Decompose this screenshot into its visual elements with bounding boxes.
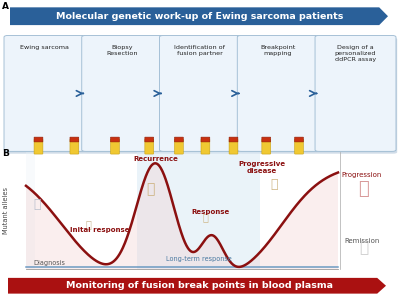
FancyBboxPatch shape	[229, 137, 238, 142]
Text: 🦋: 🦋	[202, 212, 208, 222]
Text: 🦋: 🦋	[147, 182, 155, 196]
FancyBboxPatch shape	[201, 137, 210, 142]
FancyBboxPatch shape	[262, 137, 271, 142]
FancyBboxPatch shape	[315, 36, 396, 151]
FancyBboxPatch shape	[174, 137, 183, 142]
Text: Breakpoint
mapping: Breakpoint mapping	[260, 45, 295, 56]
Text: Inital response: Inital response	[70, 228, 129, 233]
FancyBboxPatch shape	[83, 38, 164, 154]
Text: Recurrence: Recurrence	[133, 156, 178, 162]
Text: Progression: Progression	[342, 172, 382, 178]
Text: 🚶: 🚶	[359, 180, 369, 198]
Text: Response: Response	[191, 208, 229, 214]
Text: Monitoring of fusion break points in blood plasma: Monitoring of fusion break points in blo…	[66, 281, 334, 290]
Text: Biopsy
Resection: Biopsy Resection	[106, 45, 138, 56]
FancyBboxPatch shape	[34, 139, 43, 154]
FancyBboxPatch shape	[316, 38, 397, 154]
Text: 🚶: 🚶	[360, 241, 368, 255]
Text: Molecular genetic work-up of Ewing sarcoma patients: Molecular genetic work-up of Ewing sarco…	[56, 12, 344, 21]
FancyBboxPatch shape	[5, 38, 86, 154]
FancyBboxPatch shape	[82, 36, 163, 151]
Text: Remission: Remission	[344, 238, 380, 244]
Text: 🦋: 🦋	[270, 178, 278, 191]
FancyBboxPatch shape	[70, 137, 79, 142]
Bar	[137, 151, 260, 269]
FancyBboxPatch shape	[294, 139, 304, 154]
FancyBboxPatch shape	[238, 38, 320, 154]
Text: Long-term response: Long-term response	[166, 256, 232, 262]
Text: B: B	[2, 148, 9, 157]
FancyBboxPatch shape	[110, 139, 119, 154]
FancyBboxPatch shape	[34, 137, 43, 142]
Text: Ewing sarcoma: Ewing sarcoma	[20, 45, 69, 50]
FancyBboxPatch shape	[145, 137, 154, 142]
FancyArrow shape	[10, 7, 388, 25]
FancyBboxPatch shape	[4, 36, 85, 151]
Text: Progressive
disease: Progressive disease	[238, 162, 285, 175]
Text: Design of a
personalized
ddPCR assay: Design of a personalized ddPCR assay	[335, 45, 376, 62]
FancyBboxPatch shape	[174, 139, 183, 154]
FancyBboxPatch shape	[237, 36, 318, 151]
Text: Identification of
fusion partner: Identification of fusion partner	[174, 45, 226, 56]
Text: 🦋: 🦋	[86, 219, 91, 230]
FancyBboxPatch shape	[161, 38, 242, 154]
Bar	[26, 151, 35, 269]
Polygon shape	[26, 163, 338, 269]
FancyArrow shape	[8, 278, 386, 294]
FancyBboxPatch shape	[70, 139, 79, 154]
Text: Mutant alleles: Mutant alleles	[3, 187, 10, 234]
FancyBboxPatch shape	[229, 139, 238, 154]
FancyBboxPatch shape	[294, 137, 304, 142]
Text: 🦋: 🦋	[33, 198, 41, 211]
FancyBboxPatch shape	[262, 139, 271, 154]
FancyBboxPatch shape	[201, 139, 210, 154]
FancyBboxPatch shape	[145, 139, 154, 154]
FancyBboxPatch shape	[110, 137, 119, 142]
Text: Diagnosis: Diagnosis	[34, 260, 65, 266]
Text: A: A	[2, 1, 9, 11]
FancyBboxPatch shape	[160, 36, 240, 151]
